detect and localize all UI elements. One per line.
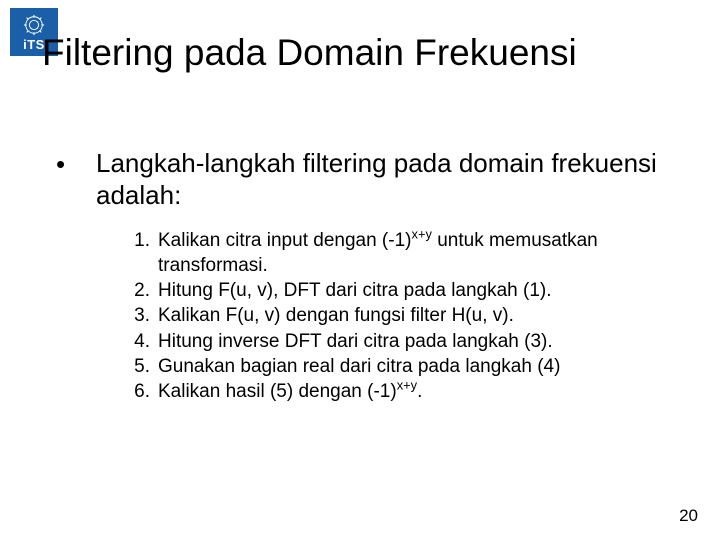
slide-title: Filtering pada Domain Frekuensi bbox=[42, 32, 577, 74]
slide-content: • Langkah-langkah filtering pada domain … bbox=[56, 148, 680, 406]
step-text: Kalikan F(u, v) dengan fungsi filter H(u… bbox=[158, 304, 680, 328]
step-item: 1.Kalikan citra input dengan (-1)x+y unt… bbox=[128, 229, 680, 278]
step-text: Kalikan citra input dengan (-1)x+y untuk… bbox=[158, 229, 680, 278]
step-number: 4. bbox=[128, 330, 158, 354]
step-number: 6. bbox=[128, 380, 158, 404]
steps-list: 1.Kalikan citra input dengan (-1)x+y unt… bbox=[128, 229, 680, 404]
step-item: 3.Kalikan F(u, v) dengan fungsi filter H… bbox=[128, 304, 680, 328]
bullet-marker: • bbox=[56, 148, 96, 181]
step-item: 6.Kalikan hasil (5) dengan (-1)x+y. bbox=[128, 380, 680, 404]
step-text: Gunakan bagian real dari citra pada lang… bbox=[158, 355, 680, 379]
step-text: Hitung F(u, v), DFT dari citra pada lang… bbox=[158, 279, 680, 303]
step-number: 5. bbox=[128, 355, 158, 379]
intro-text: Langkah-langkah filtering pada domain fr… bbox=[96, 148, 680, 211]
step-text: Kalikan hasil (5) dengan (-1)x+y. bbox=[158, 380, 680, 404]
step-text: Hitung inverse DFT dari citra pada langk… bbox=[158, 330, 680, 354]
step-item: 2.Hitung F(u, v), DFT dari citra pada la… bbox=[128, 279, 680, 303]
intro-bullet: • Langkah-langkah filtering pada domain … bbox=[56, 148, 680, 211]
step-item: 4.Hitung inverse DFT dari citra pada lan… bbox=[128, 330, 680, 354]
step-item: 5.Gunakan bagian real dari citra pada la… bbox=[128, 355, 680, 379]
step-number: 2. bbox=[128, 279, 158, 303]
page-number: 20 bbox=[679, 506, 698, 526]
step-number: 1. bbox=[128, 229, 158, 253]
step-number: 3. bbox=[128, 304, 158, 328]
